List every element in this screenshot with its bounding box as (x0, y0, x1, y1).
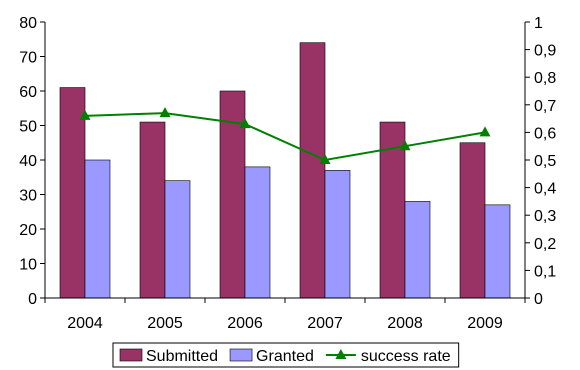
line-layer (79, 107, 491, 164)
y-right-tick-label: 0,1 (534, 263, 556, 280)
point-success-rate-2007 (319, 154, 331, 164)
bars-layer (59, 42, 511, 299)
x-tick-label: 2004 (67, 315, 103, 332)
legend-box (112, 342, 460, 368)
y-left-tick-label: 10 (19, 257, 37, 274)
y-left-tick-label: 60 (19, 84, 37, 101)
bar-granted-2008 (404, 201, 431, 299)
legend-swatch-granted (229, 348, 253, 362)
bar-submitted-2004 (59, 87, 86, 299)
point-success-rate-2005 (159, 107, 171, 118)
axes-layer: 0 10 20 30 40 50 60 70 80 0 0,1 0,2 0,3 0,4 0,5 0,6 0,7 0… (19, 15, 556, 332)
y-left-tick-label: 40 (19, 153, 37, 170)
y-right-tick-label: 0,5 (534, 153, 556, 170)
y-right-tick-label: 0 (534, 291, 543, 308)
bar-granted-2009 (484, 204, 511, 299)
line-success-rate (84, 112, 486, 162)
bar-submitted-2007 (299, 42, 326, 299)
bar-submitted-2009 (459, 142, 486, 299)
y-left-tick-label: 50 (19, 119, 37, 136)
point-success-rate-2004 (79, 109, 91, 120)
y-right-tick-label: 1 (534, 15, 543, 32)
y-right-tick-label: 0,7 (534, 98, 556, 115)
x-tick-label: 2005 (147, 315, 183, 332)
y-left-tick-label: 20 (19, 222, 37, 239)
y-right-tick-label: 0,8 (534, 70, 556, 87)
x-tick-label: 2007 (307, 315, 343, 332)
legend: Submitted Granted success rate (112, 342, 460, 368)
legend-swatch-submitted (119, 348, 143, 362)
bar-submitted-2005 (139, 121, 166, 299)
bar-submitted-2008 (379, 121, 406, 299)
bar-granted-2006 (244, 166, 271, 299)
bar-submitted-2006 (219, 90, 246, 299)
bar-granted-2007 (324, 170, 351, 299)
point-success-rate-2008 (399, 140, 411, 151)
x-tick-label: 2008 (387, 315, 423, 332)
y-right-tick-label: 0,2 (534, 236, 556, 253)
bar-granted-2005 (164, 180, 191, 299)
y-left-tick-label: 70 (19, 50, 37, 67)
point-success-rate-2009 (479, 126, 491, 137)
y-left-tick-label: 0 (28, 291, 37, 308)
y-right-tick-label: 0,6 (534, 125, 556, 142)
legend-marker-success-rate (335, 349, 347, 359)
legend-label-submitted: Submitted (146, 348, 218, 365)
x-tick-label: 2006 (227, 315, 263, 332)
y-right-tick-label: 0,9 (534, 43, 556, 60)
legend-label-granted: Granted (256, 348, 314, 365)
y-left-tick-label: 30 (19, 188, 37, 205)
y-right-tick-label: 0,4 (534, 181, 556, 198)
y-left-tick-label: 80 (19, 15, 37, 32)
point-success-rate-2006 (239, 118, 251, 129)
bar-granted-2004 (84, 159, 111, 299)
y-right-tick-label: 0,3 (534, 208, 556, 225)
legend-label-success-rate: success rate (361, 348, 451, 365)
x-tick-label: 2009 (467, 315, 503, 332)
